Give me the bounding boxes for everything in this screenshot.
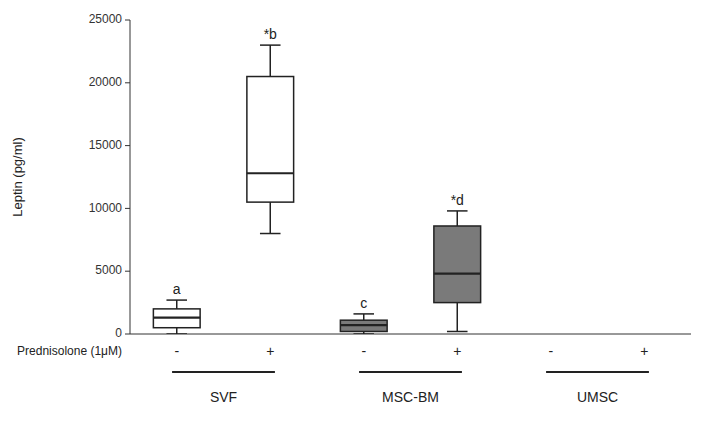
y-axis-line <box>130 20 131 334</box>
y-tick <box>125 334 130 335</box>
x-tick-label: - <box>361 343 366 359</box>
x-axis-line <box>130 334 691 335</box>
lower-whisker <box>457 303 459 332</box>
box-annotation: *b <box>264 26 277 42</box>
chart: 0 5000 10000 15000 20000 25000 Leptin (pg/ml) a… <box>0 0 706 429</box>
box <box>247 77 294 203</box>
y-tick-label: 0 <box>115 326 122 340</box>
box-annotation: c <box>360 295 367 311</box>
box-annotation: *d <box>451 192 464 208</box>
y-tick-label: 5000 <box>95 263 122 277</box>
y-tick <box>125 145 130 146</box>
lower-whisker <box>176 328 178 334</box>
upper-whisker <box>176 300 178 309</box>
group-label: SVF <box>210 389 237 405</box>
y-tick-label: 20000 <box>89 75 123 89</box>
x-tick-label: - <box>548 343 553 359</box>
upper-whisker <box>457 211 459 226</box>
median <box>340 324 387 326</box>
x-tick-label: + <box>640 343 648 359</box>
lower-cap <box>260 233 281 235</box>
box <box>153 309 200 328</box>
box-annotation: a <box>173 281 181 297</box>
y-tick <box>125 208 130 209</box>
median <box>153 317 200 319</box>
upper-cap <box>353 313 374 315</box>
lower-cap <box>166 333 187 334</box>
boxes <box>153 45 480 334</box>
y-tick <box>125 20 130 21</box>
y-tick-label: 10000 <box>89 201 123 215</box>
lower-cap <box>447 331 468 333</box>
group-label: MSC-BM <box>382 389 439 405</box>
y-tick-label: 15000 <box>89 138 123 152</box>
box <box>340 320 387 331</box>
upper-cap <box>166 299 187 301</box>
y-tick-label: 25000 <box>89 12 123 26</box>
annotations: a *b c *d <box>173 26 464 311</box>
median <box>434 273 481 275</box>
y-tick <box>125 82 130 83</box>
y-axis: 0 5000 10000 15000 20000 25000 <box>89 12 691 340</box>
x-axis-label: Prednisolone (1μM) <box>17 344 122 358</box>
x-axis: - + - + - + Prednisolone (1μM) SVF MSC-BM UMSC <box>17 343 649 406</box>
group-bracket <box>172 371 275 373</box>
upper-whisker <box>363 314 365 320</box>
upper-whisker <box>270 45 272 76</box>
group-bracket <box>359 371 462 373</box>
x-tick-label: + <box>453 343 461 359</box>
y-axis-label: Leptin (pg/ml) <box>10 137 25 216</box>
x-tick-label: + <box>266 343 274 359</box>
x-tick-label: - <box>174 343 179 359</box>
group-label: UMSC <box>577 389 618 405</box>
upper-cap <box>260 44 281 46</box>
box <box>434 226 481 303</box>
group-bracket <box>546 371 649 373</box>
lower-whisker <box>270 202 272 233</box>
lower-cap <box>353 333 374 334</box>
y-tick <box>125 271 130 272</box>
upper-cap <box>447 210 468 212</box>
median <box>247 172 294 174</box>
